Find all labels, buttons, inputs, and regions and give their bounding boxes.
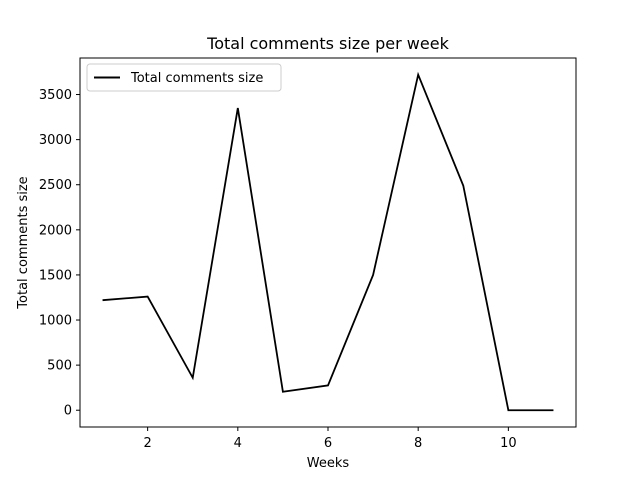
y-tick-label: 500 bbox=[47, 359, 72, 374]
x-tick-label: 8 bbox=[414, 436, 422, 451]
x-tick-label: 10 bbox=[500, 436, 517, 451]
x-tick-label: 6 bbox=[324, 436, 332, 451]
y-axis-label: Total comments size bbox=[16, 176, 31, 309]
y-tick-label: 0 bbox=[64, 404, 72, 419]
x-axis-ticks: 2 4 6 8 10 bbox=[143, 427, 517, 451]
legend: Total comments size bbox=[86, 63, 282, 92]
y-tick-label: 3000 bbox=[39, 133, 72, 148]
x-tick-label: 4 bbox=[234, 436, 242, 451]
legend-box bbox=[86, 63, 282, 92]
y-tick-label: 1000 bbox=[39, 314, 72, 329]
y-tick-label: 2000 bbox=[39, 223, 72, 238]
y-tick-label: 3500 bbox=[39, 88, 72, 103]
x-axis-label: Weeks bbox=[307, 456, 350, 471]
y-tick-label: 2500 bbox=[39, 178, 72, 193]
y-tick-label: 1500 bbox=[39, 268, 72, 283]
legend-entry-label: Total comments size bbox=[130, 71, 263, 86]
x-tick-label: 2 bbox=[143, 436, 151, 451]
series-layer bbox=[102, 71, 554, 412]
y-axis-ticks: 0 500 1000 1500 2000 2500 3000 3500 bbox=[39, 88, 80, 419]
chart-title: Total comments size per week bbox=[206, 34, 449, 53]
